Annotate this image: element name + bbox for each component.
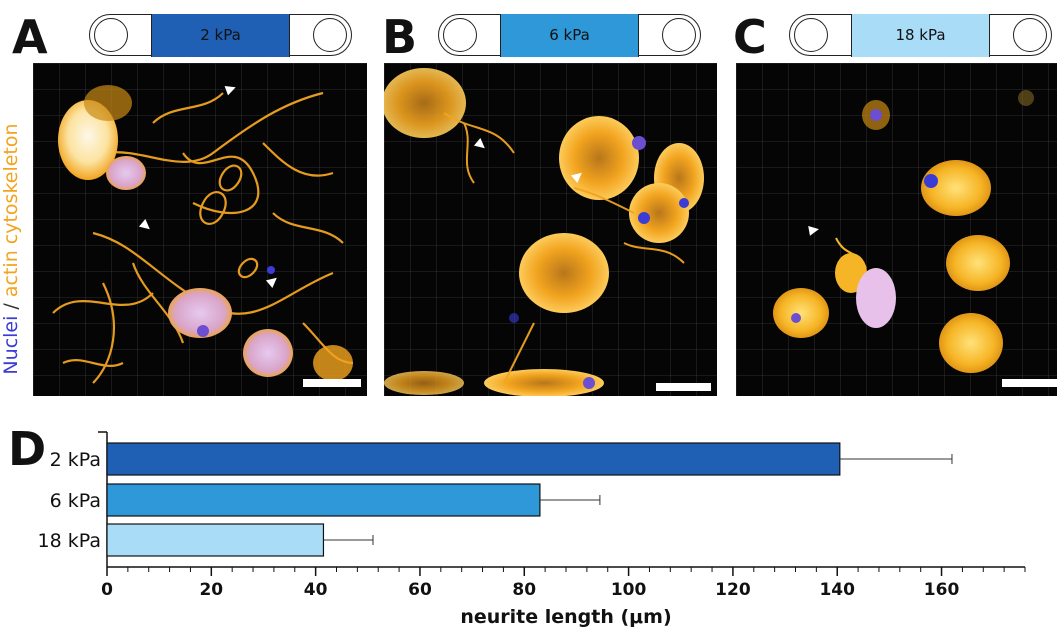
stiffness-band-c: 18 kPa [851, 13, 990, 57]
x-tick-label: 0 [101, 580, 113, 600]
x-tick-label: 60 [408, 580, 432, 600]
left-well-icon [794, 18, 828, 52]
micrograph-a-art [33, 63, 367, 396]
panel-letter-c: C [733, 10, 767, 64]
stiffness-band-b: 6 kPa [500, 13, 639, 57]
x-tick-label: 140 [819, 580, 855, 600]
panel-letter-b: B [382, 10, 418, 64]
bar-18-kpa [106, 523, 325, 557]
y-tick-label: 6 kPa [50, 490, 101, 512]
right-well-icon [1013, 18, 1047, 52]
scale-bar-c [1002, 379, 1057, 387]
bar-2-kpa [106, 442, 841, 476]
y-tick-label: 2 kPa [50, 449, 101, 471]
device-schematic-c: 18 kPa [789, 13, 1052, 57]
x-tick-label: 20 [199, 580, 223, 600]
x-axis-title: neurite length (μm) [460, 606, 671, 627]
micrograph-a [33, 63, 367, 396]
panel-letter-d: D [8, 422, 46, 476]
right-well-icon [662, 18, 696, 52]
stiffness-label-c: 18 kPa [895, 26, 946, 44]
stiffness-label-b: 6 kPa [549, 26, 590, 44]
neurite-length-chart: D 0 20 40 60 80 100 120 140 160 2 kPa 6 kPa 18 kPa ne… [8, 422, 1026, 627]
scale-bar-b [656, 383, 711, 391]
left-well-icon [94, 18, 128, 52]
bar-6-kpa [106, 483, 541, 517]
micrograph-c-art [736, 63, 1057, 396]
nuclei-label: Nuclei [0, 315, 22, 375]
micrograph-b [384, 63, 717, 396]
stain-label: Nuclei / actin cytoskeleton [0, 99, 28, 399]
x-tick-label: 40 [304, 580, 328, 600]
panel-letter-a: A [12, 10, 48, 64]
x-tick-label: 160 [924, 580, 960, 600]
x-tick-label: 120 [715, 580, 751, 600]
device-schematic-a: 2 kPa [89, 13, 352, 57]
x-tick-label: 100 [611, 580, 647, 600]
micrograph-c [736, 63, 1057, 396]
right-well-icon [313, 18, 347, 52]
left-well-icon [443, 18, 477, 52]
stiffness-label-a: 2 kPa [200, 26, 241, 44]
micrograph-b-art [384, 63, 717, 396]
x-tick-label: 80 [512, 580, 536, 600]
stiffness-band-a: 2 kPa [151, 13, 290, 57]
device-schematic-b: 6 kPa [438, 13, 701, 57]
label-separator: / [0, 303, 22, 310]
y-tick-label: 18 kPa [38, 530, 101, 552]
scale-bar-a [303, 379, 361, 387]
actin-label: actin cytoskeleton [0, 123, 22, 298]
